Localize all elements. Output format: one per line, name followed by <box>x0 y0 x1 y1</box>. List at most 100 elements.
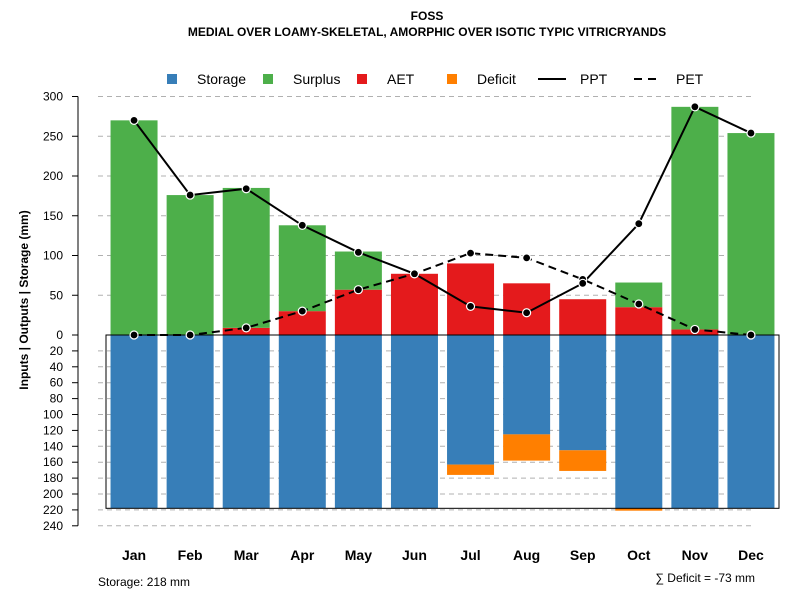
chart-title: FOSS <box>411 9 444 23</box>
aet-bar <box>334 289 382 335</box>
x-tick-label: Dec <box>738 547 764 563</box>
ppt-point <box>129 115 139 125</box>
pet-point <box>522 253 532 263</box>
pet-point <box>690 324 700 335</box>
pet-point <box>297 306 307 316</box>
ppt-point <box>241 184 251 194</box>
aet-bar <box>559 299 607 335</box>
y-tick-label: 50 <box>50 288 64 302</box>
y-tick-label: 40 <box>50 360 64 374</box>
ppt-point <box>465 301 476 311</box>
x-tick-label: Oct <box>627 547 651 563</box>
storage-bar <box>390 335 438 509</box>
legend-label: PPT <box>580 71 608 87</box>
y-tick-label: 120 <box>43 423 63 437</box>
y-tick-label: 150 <box>43 209 63 223</box>
legend-swatch <box>263 74 273 84</box>
x-tick-label: Aug <box>513 547 540 563</box>
ppt-point <box>522 308 532 318</box>
pet-point <box>634 299 644 309</box>
legend-label: Storage <box>197 71 246 87</box>
ppt-point <box>185 190 195 200</box>
series-lines <box>129 102 756 340</box>
pet-point <box>185 330 195 340</box>
bars <box>105 106 780 511</box>
y-tick-label: 0 <box>56 328 63 342</box>
x-tick-label: May <box>345 547 372 563</box>
y-tick-label: 80 <box>50 392 64 406</box>
ppt-point <box>578 278 588 288</box>
deficit-bar <box>503 434 551 461</box>
x-tick-label: Jun <box>402 547 427 563</box>
chart-subtitle: MEDIAL OVER LOAMY-SKELETAL, AMORPHIC OVE… <box>188 25 666 39</box>
y-tick-label: 180 <box>43 471 63 485</box>
legend-swatch <box>167 74 177 84</box>
storage-bar <box>559 335 607 451</box>
surplus-bar <box>110 120 158 335</box>
y-tick-label: 140 <box>43 439 63 453</box>
ppt-point <box>690 102 700 112</box>
y-tick-label: 200 <box>43 169 63 183</box>
legend-label: Deficit <box>477 71 516 87</box>
legend-label: Surplus <box>293 71 340 87</box>
storage-bar <box>278 335 326 509</box>
axes: 3002502001501005002040608010012014016018… <box>43 90 764 564</box>
legend-label: AET <box>387 71 415 87</box>
ppt-point <box>634 219 644 229</box>
storage-bar <box>334 335 382 509</box>
storage-bar <box>447 335 495 465</box>
ppt-point <box>746 128 756 138</box>
y-tick-label: 250 <box>43 129 63 143</box>
legend-label: PET <box>676 71 704 87</box>
storage-bar <box>503 335 551 435</box>
y-tick-label: 160 <box>43 455 63 469</box>
storage-bar <box>222 335 270 509</box>
x-tick-label: Sep <box>570 547 596 563</box>
y-tick-label: 220 <box>43 503 63 517</box>
legend-swatch <box>357 74 367 84</box>
surplus-bar <box>222 187 270 328</box>
x-tick-label: Jan <box>122 547 146 563</box>
deficit-bar <box>447 464 495 475</box>
legend: Storage Surplus AET Deficit PPT PET <box>167 71 704 87</box>
x-tick-label: Apr <box>290 547 315 563</box>
pet-point <box>129 330 139 340</box>
surplus-bar <box>278 225 326 312</box>
y-tick-label: 240 <box>43 519 63 533</box>
storage-bar <box>671 335 719 509</box>
storage-bar <box>615 335 663 509</box>
x-tick-label: Feb <box>178 547 203 563</box>
x-tick-label: Mar <box>234 547 259 563</box>
ppt-point <box>297 220 307 230</box>
deficit-footer: ∑ Deficit = -73 mm <box>655 571 755 585</box>
storage-bar <box>727 335 775 509</box>
surplus-bar <box>334 251 382 290</box>
y-tick-label: 100 <box>43 408 63 422</box>
pet-point <box>465 248 476 258</box>
y-axis-label: Inputs | Outputs | Storage (mm) <box>17 210 31 389</box>
deficit-bar <box>615 508 663 511</box>
surplus-bar <box>727 133 775 335</box>
y-tick-label: 100 <box>43 249 63 263</box>
aet-bar <box>447 263 495 335</box>
legend-swatch <box>447 74 457 84</box>
pet-point <box>353 285 363 295</box>
x-tick-label: Nov <box>682 547 709 563</box>
y-tick-label: 200 <box>43 487 63 501</box>
aet-bar <box>615 307 663 335</box>
storage-bar <box>166 335 214 509</box>
x-tick-label: Jul <box>460 547 480 563</box>
aet-bar <box>278 311 326 335</box>
y-tick-label: 20 <box>50 344 64 358</box>
ppt-point <box>353 247 363 257</box>
surplus-bar <box>166 195 214 335</box>
pet-point <box>746 330 756 340</box>
y-tick-label: 300 <box>43 90 63 104</box>
deficit-bar <box>559 450 607 471</box>
pet-point <box>241 323 251 333</box>
pet-line <box>134 252 752 336</box>
storage-bar <box>110 335 158 509</box>
y-tick-label: 60 <box>50 376 64 390</box>
surplus-bar <box>671 106 719 330</box>
